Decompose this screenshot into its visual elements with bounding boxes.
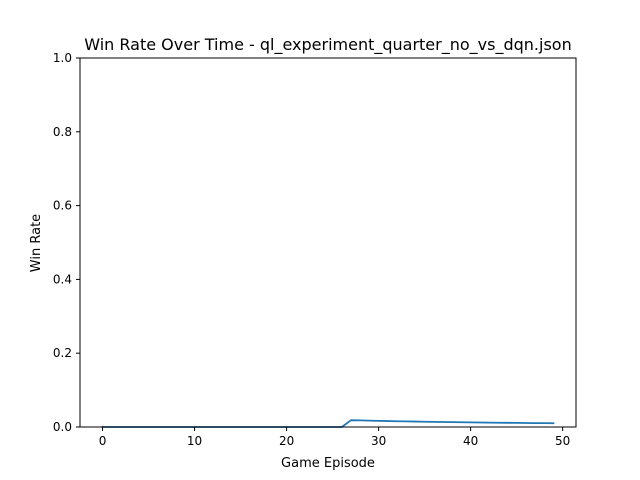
x-tick-label: 40 bbox=[463, 434, 478, 448]
x-tick-label: 10 bbox=[187, 434, 202, 448]
y-axis-label: Win Rate bbox=[29, 214, 44, 272]
y-tick-label: 0.6 bbox=[53, 199, 72, 213]
y-tick-label: 0.0 bbox=[53, 420, 72, 434]
y-tick-label: 1.0 bbox=[53, 51, 72, 65]
x-tick-label: 30 bbox=[371, 434, 386, 448]
y-tick-label: 0.8 bbox=[53, 125, 72, 139]
x-tick-label: 20 bbox=[279, 434, 294, 448]
chart-title: Win Rate Over Time - ql_experiment_quart… bbox=[84, 35, 571, 55]
y-tick-label: 0.2 bbox=[53, 346, 72, 360]
x-axis-label: Game Episode bbox=[281, 456, 375, 471]
x-tick-label: 0 bbox=[99, 434, 107, 448]
x-tick-label: 50 bbox=[555, 434, 570, 448]
y-tick-label: 0.4 bbox=[53, 272, 72, 286]
